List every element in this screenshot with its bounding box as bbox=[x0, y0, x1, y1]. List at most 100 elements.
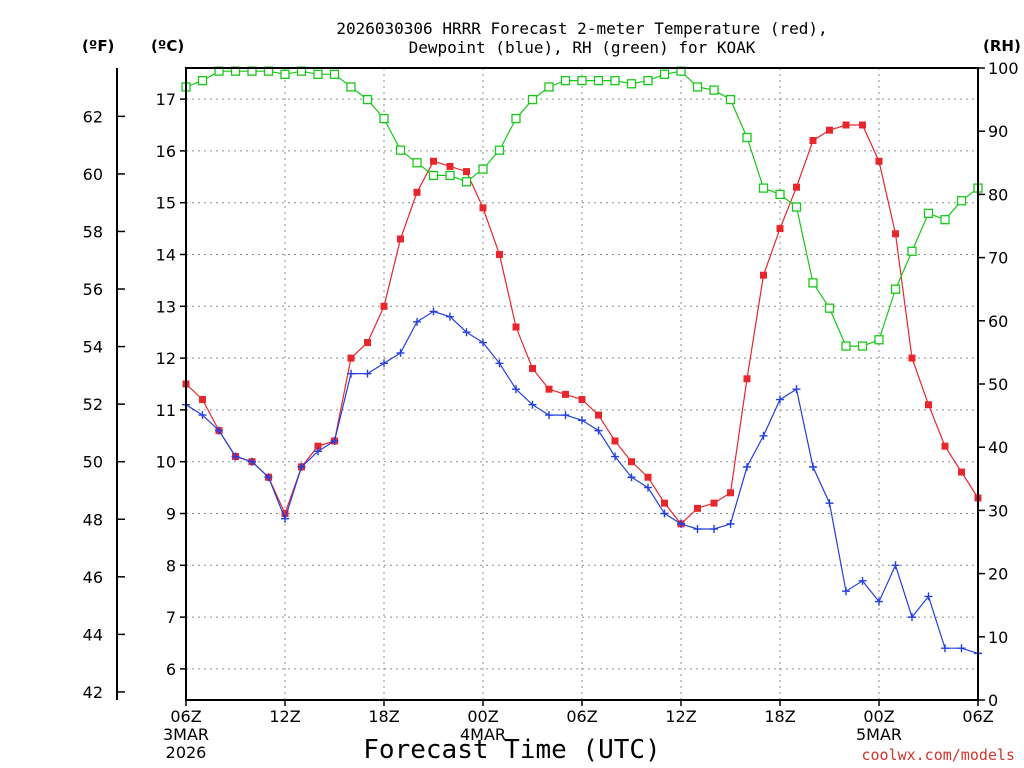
dewpoint-point bbox=[809, 462, 817, 471]
celsius-unit-label: (ºC) bbox=[151, 37, 184, 55]
dewpoint-point bbox=[875, 597, 883, 606]
dewpoint-point bbox=[248, 457, 256, 466]
dewpoint-point bbox=[429, 307, 438, 316]
series-layer bbox=[181, 66, 983, 658]
dewpoint-point bbox=[891, 561, 900, 570]
rh-point bbox=[758, 183, 769, 193]
x-tick-label: 06Z bbox=[566, 707, 597, 726]
temperature-point bbox=[644, 473, 652, 481]
rh-point bbox=[692, 82, 703, 92]
dewpoint-point bbox=[759, 431, 768, 440]
rh-point bbox=[659, 69, 670, 79]
temperature-point bbox=[809, 137, 817, 145]
temperature-point bbox=[364, 339, 371, 347]
rh-point bbox=[923, 208, 934, 219]
rh-tick-label: 30 bbox=[988, 501, 1008, 520]
temperature-point bbox=[463, 168, 470, 176]
celsius-tick-label: 11 bbox=[156, 401, 176, 420]
temperature-point bbox=[859, 121, 866, 129]
celsius-tick-label: 16 bbox=[156, 142, 176, 161]
dewpoint-point bbox=[776, 395, 784, 404]
temperature-point bbox=[743, 375, 751, 383]
rh-point bbox=[280, 69, 290, 79]
fahrenheit-tick-label: 46 bbox=[83, 568, 103, 587]
x-tick-label: 00Z bbox=[863, 707, 894, 726]
rh-tick-label: 70 bbox=[988, 249, 1008, 268]
rh-point bbox=[527, 94, 538, 105]
rh-point bbox=[346, 82, 356, 92]
dewpoint-point bbox=[446, 312, 454, 321]
x-tick-date-label: 4MAR bbox=[460, 725, 506, 744]
rh-tick-label: 90 bbox=[988, 122, 1008, 141]
temperature-point bbox=[892, 230, 899, 238]
rh-point bbox=[478, 164, 488, 174]
dewpoint-point bbox=[627, 473, 636, 482]
temperature-point bbox=[430, 157, 437, 165]
temperature-point bbox=[496, 250, 503, 258]
dewpoint-point bbox=[726, 519, 735, 528]
rh-point bbox=[329, 69, 340, 79]
dewpoint-point bbox=[347, 369, 355, 378]
rh-point bbox=[197, 75, 208, 86]
temperature-point bbox=[595, 411, 602, 419]
dewpoint-point bbox=[957, 644, 966, 653]
temperature-point bbox=[347, 354, 355, 362]
celsius-tick-label: 9 bbox=[166, 505, 176, 524]
celsius-tick-label: 17 bbox=[156, 90, 176, 109]
fahrenheit-tick-label: 44 bbox=[83, 625, 103, 644]
rh-tick-label: 80 bbox=[988, 185, 1008, 204]
rh-point bbox=[362, 94, 373, 105]
fahrenheit-tick-label: 62 bbox=[83, 107, 103, 126]
x-tick-date-label: 5MAR bbox=[856, 725, 902, 744]
dewpoint-point bbox=[594, 426, 603, 435]
rh-point bbox=[841, 341, 851, 351]
dewpoint-point bbox=[908, 613, 916, 622]
temperature-point bbox=[578, 396, 586, 404]
temperature-point bbox=[958, 468, 965, 476]
temperature-point bbox=[694, 504, 701, 512]
dewpoint-point bbox=[479, 338, 487, 347]
dewpoint-point bbox=[842, 587, 850, 596]
rh-point bbox=[643, 75, 653, 86]
fahrenheit-tick-label: 52 bbox=[83, 395, 103, 414]
rh-point bbox=[313, 69, 323, 79]
temperature-point bbox=[793, 183, 800, 191]
celsius-tick-label: 10 bbox=[156, 453, 176, 472]
rh-tick-label: 0 bbox=[988, 691, 998, 710]
fahrenheit-tick-label: 50 bbox=[83, 453, 103, 472]
temperature-point bbox=[281, 510, 289, 518]
dewpoint-point bbox=[330, 436, 339, 445]
rh-point bbox=[890, 284, 901, 294]
temperature-point bbox=[941, 442, 949, 450]
temperature-point bbox=[760, 271, 767, 279]
rh-tick-label: 20 bbox=[988, 565, 1008, 584]
dewpoint-point bbox=[495, 359, 504, 368]
celsius-tick-label: 12 bbox=[156, 349, 176, 368]
rh-unit-label: (RH) bbox=[983, 37, 1021, 55]
dewpoint-point bbox=[825, 499, 834, 508]
dewpoint-point bbox=[512, 385, 520, 394]
temperature-point bbox=[925, 401, 932, 409]
rh-point bbox=[874, 335, 884, 345]
rh-point bbox=[857, 341, 868, 351]
dewpoint-point bbox=[561, 411, 570, 420]
rh-tick-label: 100 bbox=[988, 59, 1019, 78]
rh-point bbox=[742, 132, 752, 143]
dewpoint-point bbox=[281, 514, 289, 523]
chart-title-line2: Dewpoint (blue), RH (green) for KOAK bbox=[409, 38, 756, 57]
rh-point bbox=[808, 278, 818, 288]
rh-point bbox=[544, 82, 554, 92]
temperature-point bbox=[908, 354, 916, 362]
rh-point bbox=[775, 189, 785, 200]
fahrenheit-tick-label: 56 bbox=[83, 280, 103, 299]
rh-point bbox=[824, 303, 835, 313]
dewpoint-point bbox=[924, 592, 933, 601]
temperature-point bbox=[413, 188, 421, 196]
rh-point bbox=[511, 113, 521, 124]
temperature-point bbox=[199, 396, 206, 404]
fahrenheit-tick-label: 58 bbox=[83, 222, 103, 241]
temperature-point bbox=[628, 458, 635, 466]
dewpoint-point bbox=[297, 462, 306, 471]
dewpoint-point bbox=[413, 317, 421, 326]
